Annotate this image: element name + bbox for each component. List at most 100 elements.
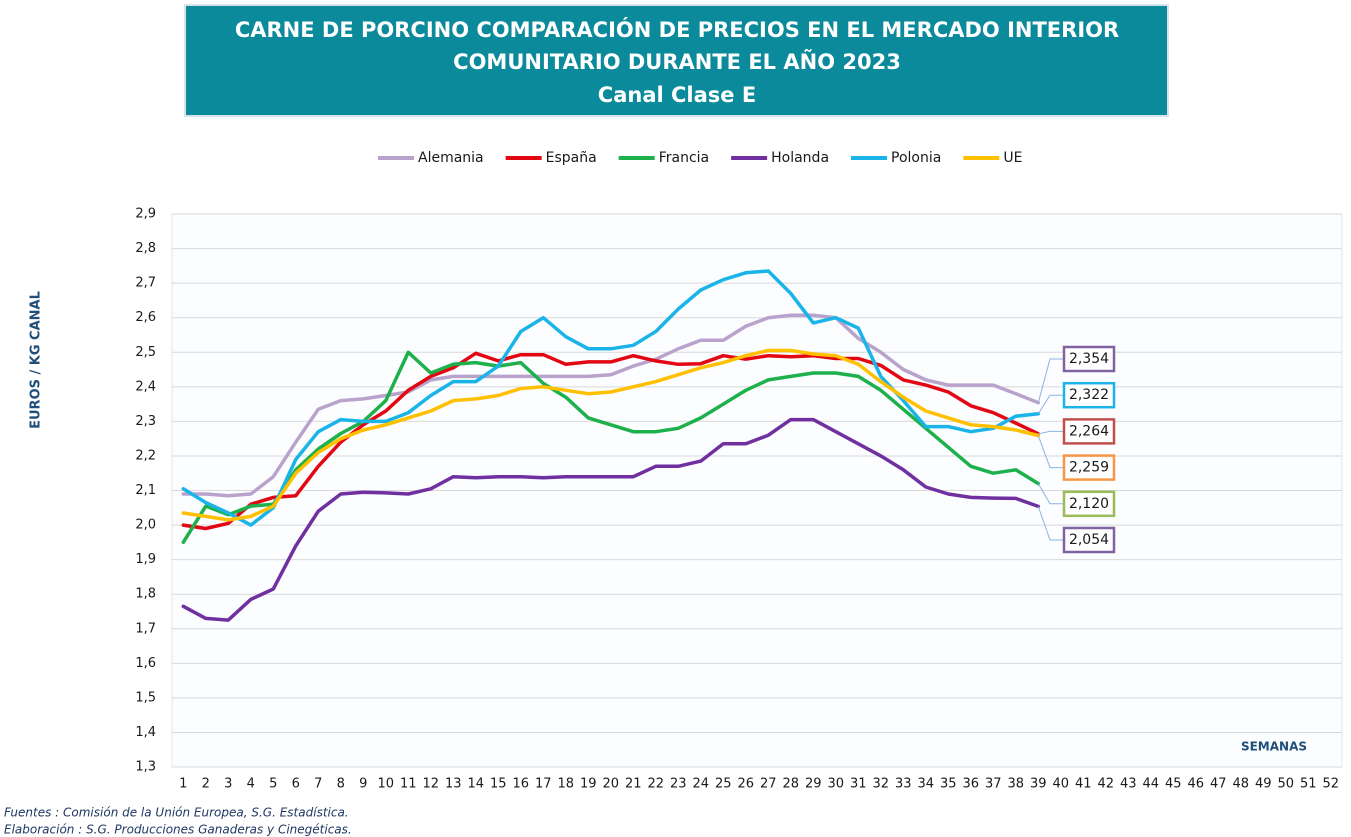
data-label-box — [1062, 381, 1116, 409]
y-axis-label: EUROS / KG CANAL — [29, 291, 44, 429]
x-tick-label: 16 — [512, 777, 529, 792]
x-tick-label: 45 — [1165, 777, 1182, 792]
x-tick-label: 44 — [1142, 777, 1159, 792]
data-label: 2,120 — [1069, 496, 1109, 512]
data-label-box — [1062, 454, 1116, 481]
x-tick-label: 43 — [1120, 777, 1137, 792]
x-tick-label: 36 — [962, 777, 979, 792]
x-tick-label: 17 — [535, 777, 552, 792]
x-tick-label: 37 — [985, 777, 1002, 792]
x-tick-label: 19 — [580, 777, 597, 792]
data-label: 2,259 — [1069, 460, 1109, 476]
legend-label: Francia — [659, 150, 709, 166]
footnote: Elaboración : S.G. Producciones Ganadera… — [4, 823, 352, 837]
x-tick-label: 50 — [1277, 777, 1294, 792]
x-tick-label: 1 — [179, 777, 187, 792]
footnote: Fuentes : Comisión de la Unión Europea, … — [4, 806, 349, 820]
x-tick-label: 8 — [337, 777, 345, 792]
leader-line — [1037, 506, 1064, 541]
y-tick-label: 2,3 — [135, 414, 156, 429]
legend-label: UE — [1003, 150, 1022, 166]
x-tick-label: 49 — [1255, 777, 1272, 792]
x-tick-label: 21 — [625, 777, 642, 792]
leader-line — [1037, 394, 1064, 415]
x-tick-label: 42 — [1097, 777, 1114, 792]
series-line — [181, 350, 1041, 545]
x-tick-label: 27 — [760, 777, 777, 792]
x-tick-label: 30 — [827, 777, 844, 792]
x-tick-label: 46 — [1187, 777, 1204, 792]
data-label-box — [1062, 490, 1116, 518]
x-tick-label: 15 — [490, 777, 507, 792]
y-tick-label: 1,9 — [135, 552, 156, 567]
y-tick-label: 1,5 — [135, 690, 156, 705]
x-tick-label: 20 — [602, 777, 619, 792]
x-tick-label: 51 — [1300, 777, 1317, 792]
x-tick-label: 28 — [782, 777, 799, 792]
x-tick-label: 5 — [269, 777, 277, 792]
x-tick-label: 48 — [1232, 777, 1249, 792]
x-tick-label: 34 — [917, 777, 934, 792]
y-tick-label: 2,0 — [135, 518, 156, 533]
y-tick-label: 2,1 — [135, 483, 156, 498]
leader-line — [1037, 483, 1064, 505]
series-line — [181, 351, 1041, 531]
x-axis-label: SEMANAS — [1241, 740, 1307, 754]
x-tick-label: 41 — [1075, 777, 1092, 792]
title-box — [184, 4, 1169, 117]
x-tick-label: 25 — [715, 777, 732, 792]
y-tick-label: 2,6 — [135, 310, 156, 325]
data-label-box — [1062, 345, 1116, 373]
legend-label: Holanda — [771, 150, 829, 166]
x-tick-label: 10 — [377, 777, 394, 792]
y-tick-label: 1,6 — [135, 656, 156, 671]
y-tick-label: 1,3 — [135, 760, 156, 775]
x-tick-label: 47 — [1210, 777, 1227, 792]
x-tick-label: 22 — [647, 777, 664, 792]
x-tick-label: 32 — [872, 777, 889, 792]
y-tick-label: 2,9 — [135, 207, 156, 222]
x-tick-label: 7 — [314, 777, 322, 792]
x-tick-label: 12 — [422, 777, 439, 792]
data-label-box — [1062, 418, 1116, 445]
y-tick-label: 2,5 — [135, 345, 156, 360]
x-tick-label: 52 — [1322, 777, 1339, 792]
x-tick-label: 39 — [1030, 777, 1047, 792]
y-tick-label: 2,4 — [135, 379, 156, 394]
series-line — [181, 313, 1041, 498]
data-label-box — [1062, 526, 1116, 554]
y-tick-label: 2,8 — [135, 241, 156, 256]
x-tick-label: 6 — [292, 777, 300, 792]
chart-title: CARNE DE PORCINO COMPARACIÓN DE PRECIOS … — [235, 17, 1119, 42]
y-tick-label: 2,7 — [135, 276, 156, 291]
x-tick-label: 13 — [445, 777, 462, 792]
x-tick-label: 29 — [805, 777, 822, 792]
legend-label: Alemania — [418, 150, 484, 166]
legend-label: España — [546, 150, 597, 166]
chart-title: COMUNITARIO DURANTE EL AÑO 2023 — [453, 49, 901, 74]
data-label: 2,322 — [1069, 387, 1109, 403]
y-tick-label: 1,4 — [135, 725, 156, 740]
x-tick-label: 24 — [692, 777, 709, 792]
legend-label: Polonia — [891, 150, 941, 166]
leader-line — [1037, 358, 1064, 403]
x-tick-label: 38 — [1007, 777, 1024, 792]
x-tick-label: 33 — [895, 777, 912, 792]
x-tick-label: 18 — [557, 777, 574, 792]
x-tick-label: 23 — [670, 777, 687, 792]
chart-title: Canal Clase E — [598, 83, 756, 107]
x-tick-label: 4 — [247, 777, 255, 792]
leader-line — [1037, 435, 1064, 469]
x-tick-label: 40 — [1052, 777, 1069, 792]
data-label: 2,264 — [1069, 423, 1109, 439]
y-tick-label: 1,8 — [135, 587, 156, 602]
series-line — [181, 417, 1041, 622]
y-tick-label: 1,7 — [135, 621, 156, 636]
x-tick-label: 31 — [850, 777, 867, 792]
data-label: 2,354 — [1069, 351, 1109, 367]
x-tick-label: 26 — [737, 777, 754, 792]
x-tick-label: 14 — [467, 777, 484, 792]
series-line — [181, 348, 1041, 522]
y-tick-label: 2,2 — [135, 448, 156, 463]
